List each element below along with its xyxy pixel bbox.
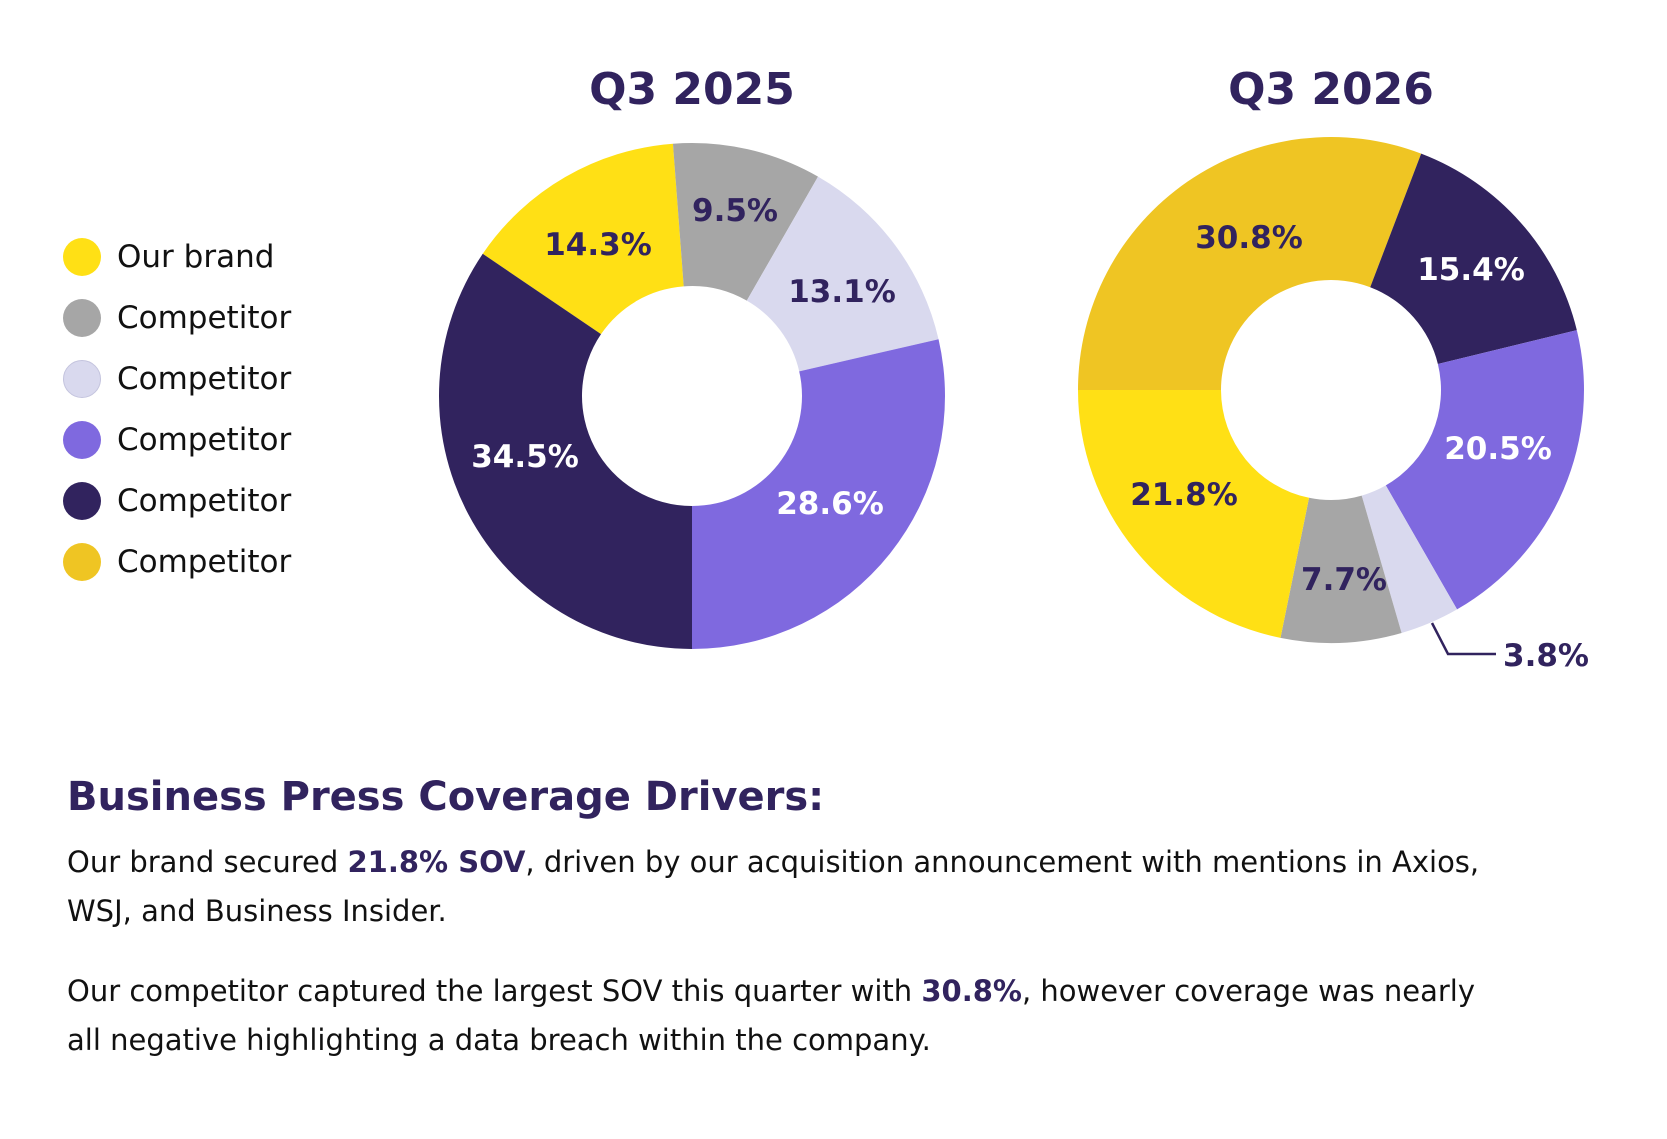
- legend-item-competitor-purple: Competitor: [63, 409, 291, 470]
- slice-data-label: 13.1%: [788, 274, 896, 310]
- donut-slice: [672, 143, 819, 301]
- slice-data-label: 3.8%: [1503, 638, 1589, 674]
- donut-slice: [1078, 136, 1422, 390]
- donut-slice: [746, 176, 939, 372]
- text: , driven by our acquisition announcement…: [67, 845, 1480, 928]
- slice-data-label: 15.4%: [1417, 252, 1525, 288]
- highlight-value: 30.8%: [921, 974, 1022, 1008]
- summary-paragraph-2: Our competitor captured the largest SOV …: [67, 967, 1487, 1065]
- highlight-value: 21.8% SOV: [347, 845, 526, 879]
- donut-slice: [1361, 485, 1458, 633]
- slice-data-label: 28.6%: [776, 486, 884, 522]
- legend-label: Competitor: [117, 360, 292, 397]
- donut-charts: 14.3% 9.5% 13.1% 28.6% 34.5% 30.8% 15.4% 20.5% 3…: [439, 136, 1589, 674]
- legend-swatch: [63, 359, 101, 398]
- slice-data-label: 7.7%: [1301, 562, 1387, 598]
- slice-data-label: 30.8%: [1195, 220, 1303, 256]
- donut-slice: [482, 143, 684, 335]
- legend-swatch: [63, 298, 101, 337]
- donut-slice: [692, 339, 945, 649]
- slice-data-label: 21.8%: [1130, 477, 1238, 513]
- summary-paragraph-1: Our brand secured 21.8% SOV, driven by o…: [67, 838, 1487, 936]
- legend-label: Competitor: [117, 421, 292, 458]
- donut-slice: [1280, 495, 1402, 643]
- legend-swatch: [63, 420, 101, 459]
- chart-title-q3-2026: Q3 2026: [1228, 64, 1434, 115]
- text: , however coverage was nearly all negati…: [67, 974, 1476, 1057]
- chart-title-q3-2025: Q3 2025: [589, 64, 795, 115]
- slice-data-label: 34.5%: [471, 439, 579, 475]
- legend: Our brand Competitor Competitor Competit…: [63, 226, 291, 592]
- legend-item-competitor-lavender: Competitor: [63, 348, 291, 409]
- legend-label: Competitor: [117, 543, 292, 580]
- summary-heading: Business Press Coverage Drivers:: [67, 774, 825, 820]
- legend-swatch: [63, 237, 101, 276]
- donut-slice: [439, 253, 692, 649]
- legend-label: Competitor: [117, 482, 292, 519]
- legend-item-competitor-gray: Competitor: [63, 287, 291, 348]
- donut-slice: [1078, 390, 1310, 638]
- text: Our brand secured: [67, 845, 348, 879]
- legend-swatch: [63, 542, 101, 581]
- slice-data-label: 9.5%: [692, 193, 778, 229]
- legend-label: Competitor: [117, 299, 292, 336]
- donut-slice: [1370, 153, 1577, 364]
- slice-data-label: 20.5%: [1444, 431, 1552, 467]
- legend-label: Our brand: [117, 238, 275, 275]
- legend-item-competitor-gold: Competitor: [63, 531, 291, 592]
- slice-data-label: 14.3%: [544, 227, 652, 263]
- donut-slice: [1385, 330, 1584, 610]
- text: Our competitor captured the largest SOV …: [67, 974, 922, 1008]
- legend-swatch: [63, 481, 101, 520]
- legend-item-competitor-navy: Competitor: [63, 470, 291, 531]
- legend-item-our-brand: Our brand: [63, 226, 291, 287]
- leader-line: [1430, 622, 1496, 656]
